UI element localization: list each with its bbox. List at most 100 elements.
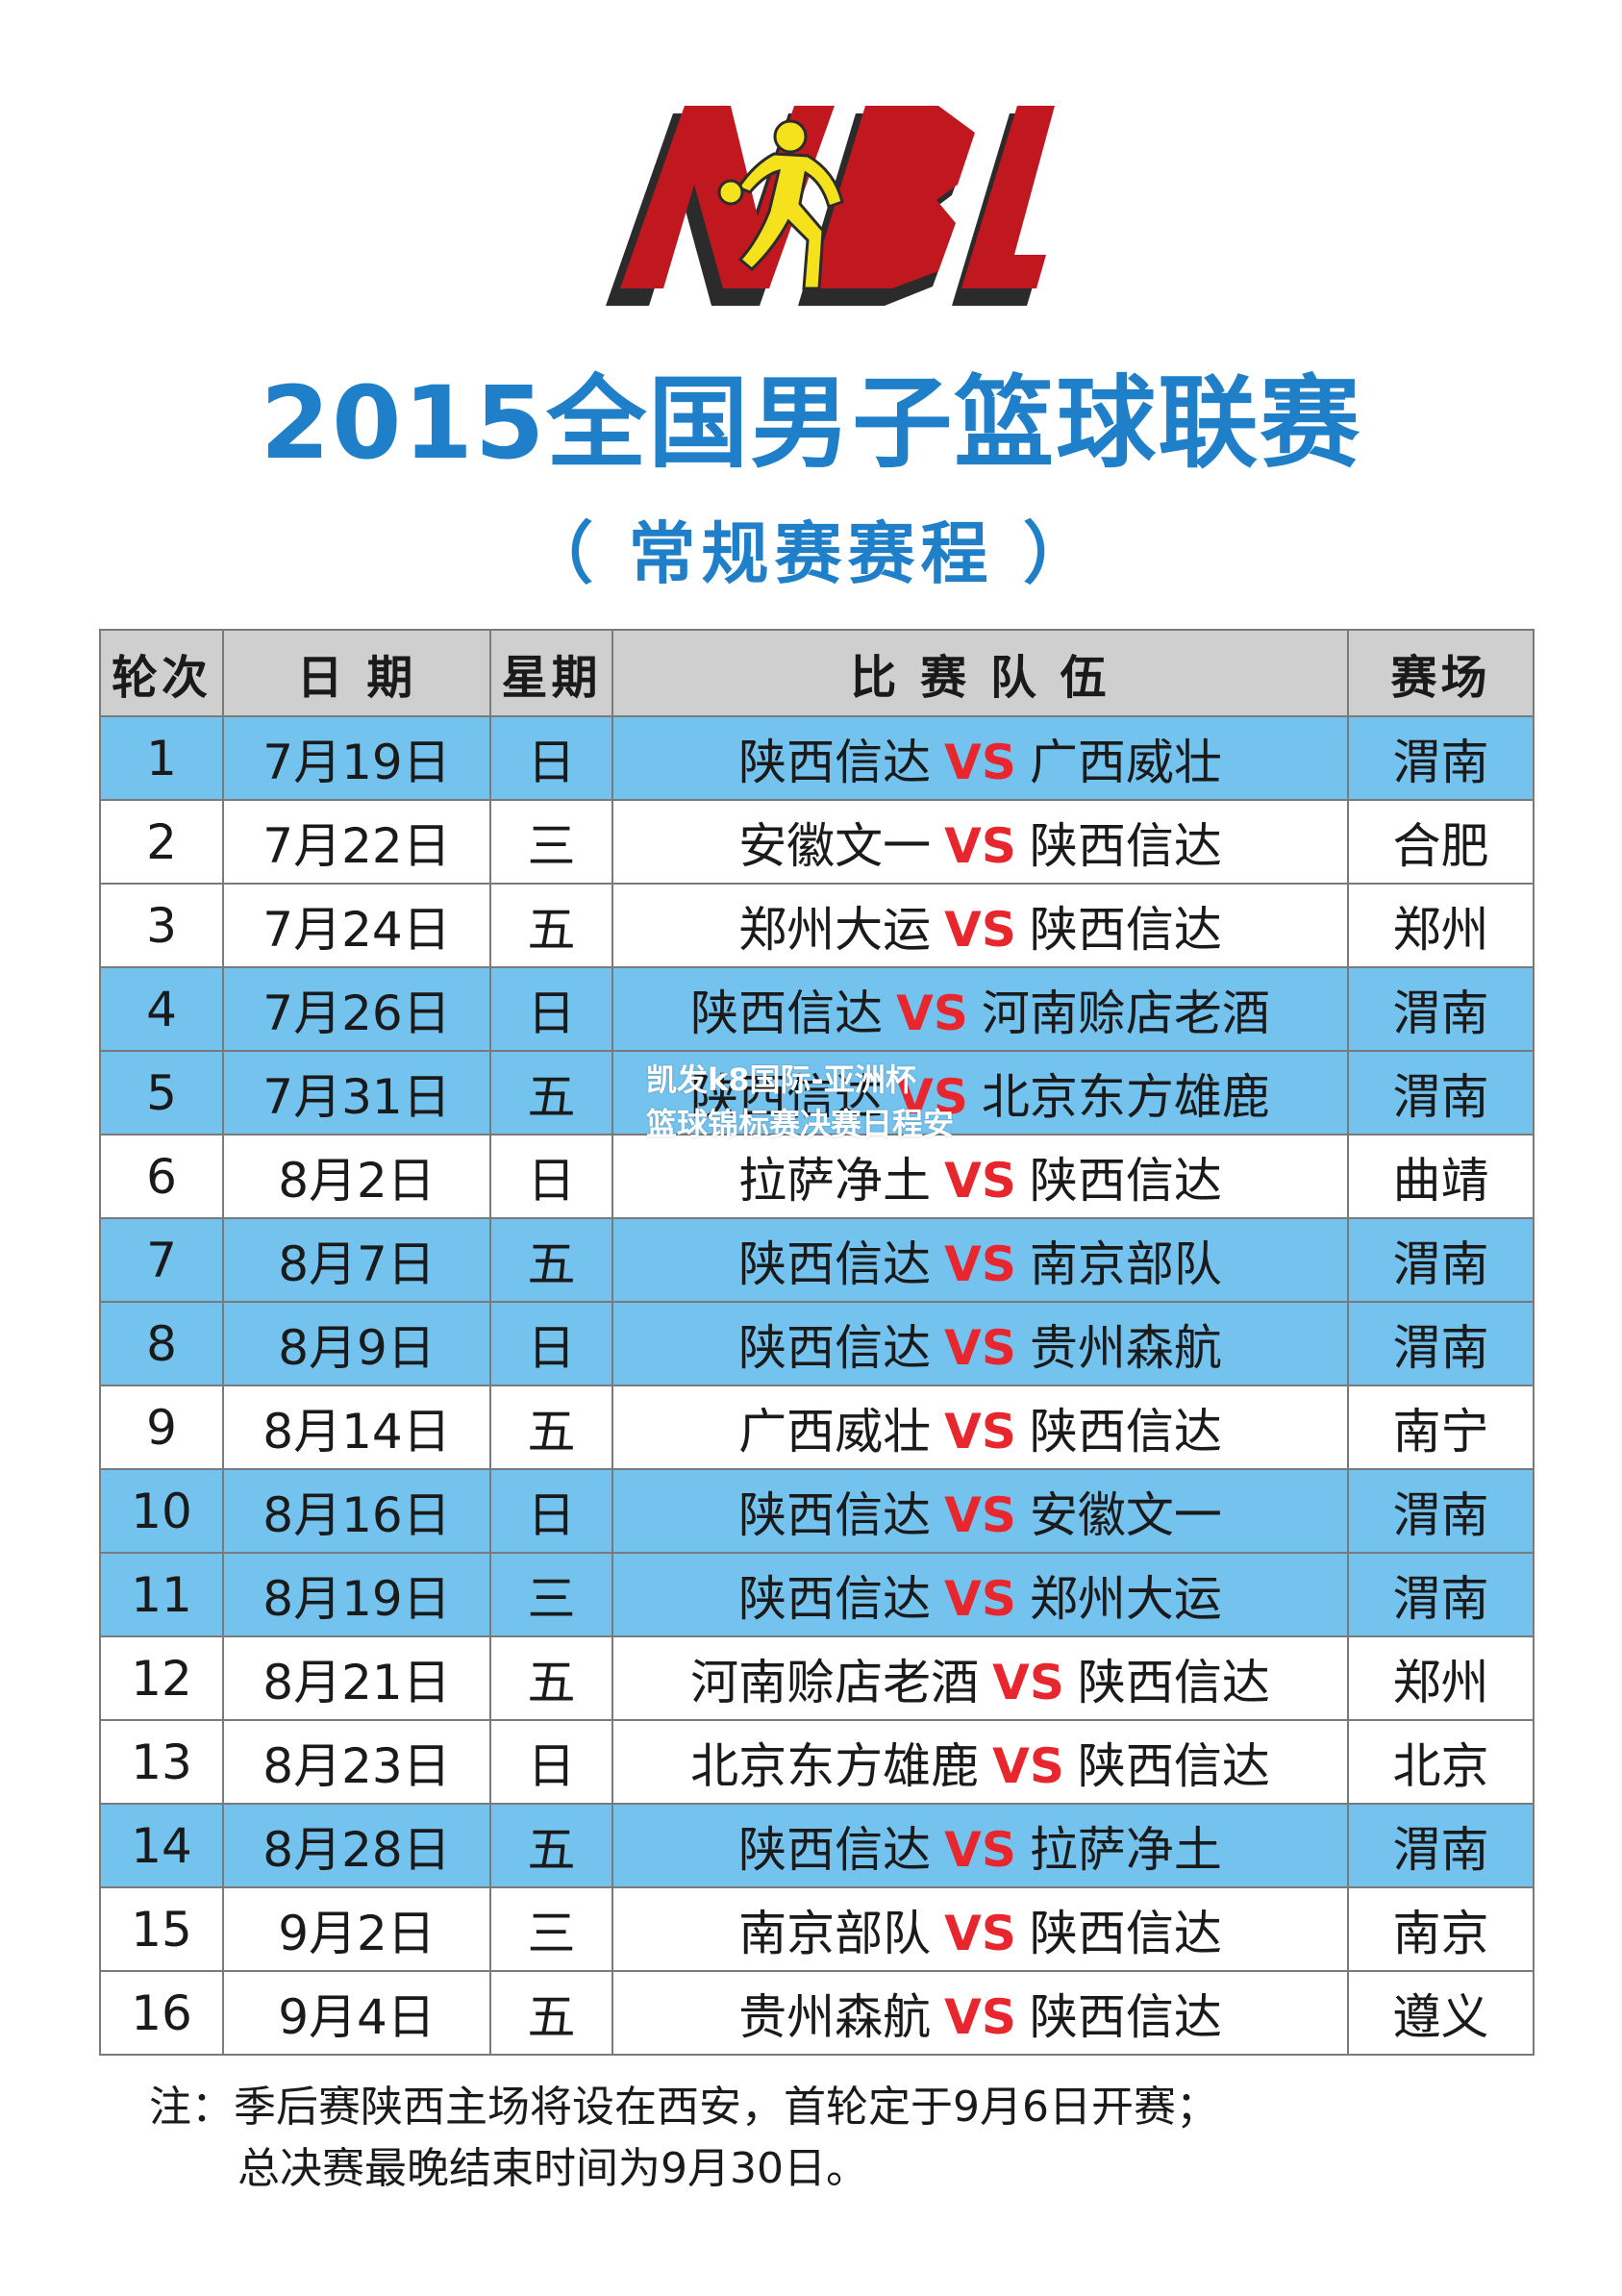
cell-weekday: 五 (489, 883, 613, 968)
cell-round: 6 (99, 1134, 224, 1219)
cell-date: 7月26日 (222, 966, 491, 1052)
cell-weekday: 五 (489, 1050, 613, 1136)
cell-venue: 渭南 (1347, 966, 1535, 1052)
cell-weekday: 五 (489, 1635, 613, 1721)
vs-label: VS (896, 985, 968, 1041)
table-row: 4 7月26日日陕西信达 VS 河南赊店老酒 渭南 (99, 966, 1535, 1052)
team-away: 陕西信达 (1077, 1654, 1270, 1710)
cell-weekday: 五 (489, 1803, 613, 1888)
cell-round: 3 (99, 883, 224, 968)
cell-date: 8月9日 (222, 1301, 491, 1386)
cell-weekday: 五 (489, 1970, 613, 2056)
vs-label: VS (944, 817, 1016, 874)
cell-venue: 曲靖 (1347, 1134, 1535, 1219)
cell-matchup: 安徽文一 VS 陕西信达 (611, 799, 1349, 885)
cell-venue: 合肥 (1347, 799, 1535, 885)
team-away: 南京部队 (1029, 1235, 1222, 1292)
cell-round: 4 (99, 966, 224, 1052)
cell-venue: 郑州 (1347, 883, 1535, 968)
cell-date: 7月24日 (222, 883, 491, 968)
team-home: 陕西信达 (738, 1570, 932, 1627)
cell-matchup: 陕西信达 VS 拉萨净土 (611, 1803, 1349, 1888)
cell-round: 9 (99, 1385, 224, 1470)
cell-venue: 渭南 (1347, 1050, 1535, 1136)
cell-round: 10 (99, 1468, 224, 1554)
cell-venue: 南宁 (1347, 1385, 1535, 1470)
team-away: 广西威壮 (1029, 734, 1222, 790)
column-header-round: 轮次 (99, 629, 224, 717)
vs-label: VS (944, 1570, 1016, 1627)
table-row: 5 7月31日五陕西信达 VS 北京东方雄鹿 渭南 (99, 1050, 1535, 1136)
table-row: 16 9月4日五贵州森航 VS 陕西信达 遵义 (99, 1970, 1535, 2056)
team-away: 拉萨净土 (1029, 1821, 1222, 1878)
team-home: 广西威壮 (738, 1403, 932, 1460)
cell-matchup: 北京东方雄鹿 VS 陕西信达 (611, 1719, 1349, 1805)
page-title: 2015全国男子篮球联赛 (260, 364, 1362, 482)
team-home: 河南赊店老酒 (690, 1654, 980, 1710)
team-home: 北京东方雄鹿 (690, 1737, 980, 1794)
cell-venue: 郑州 (1347, 1635, 1535, 1721)
cell-matchup: 陕西信达 VS 北京东方雄鹿 (611, 1050, 1349, 1136)
cell-weekday: 五 (489, 1385, 613, 1470)
cell-venue: 渭南 (1347, 1301, 1535, 1386)
cell-weekday: 三 (489, 1886, 613, 1972)
cell-round: 11 (99, 1552, 224, 1637)
vs-label: VS (944, 901, 1016, 958)
team-away: 贵州森航 (1029, 1319, 1222, 1376)
cell-venue: 渭南 (1347, 1468, 1535, 1554)
nbl-logo (577, 96, 1058, 317)
cell-round: 15 (99, 1886, 224, 1972)
team-away: 陕西信达 (1077, 1737, 1270, 1794)
table-row: 1 7月19日日陕西信达 VS 广西威壮 渭南 (99, 715, 1535, 801)
cell-weekday: 三 (489, 1552, 613, 1637)
team-home: 陕西信达 (690, 985, 884, 1041)
cell-round: 13 (99, 1719, 224, 1805)
cell-round: 1 (99, 715, 224, 801)
team-away: 陕西信达 (1029, 1403, 1222, 1460)
cell-date: 8月7日 (222, 1217, 491, 1303)
team-home: 陕西信达 (738, 734, 932, 790)
watermark-line1: 凯发k8国际-亚洲杯 (646, 1061, 916, 1098)
cell-date: 8月16日 (222, 1468, 491, 1554)
cell-round: 14 (99, 1803, 224, 1888)
table-row: 6 8月2日日拉萨净土 VS 陕西信达 曲靖 (99, 1134, 1535, 1219)
team-home: 安徽文一 (738, 817, 932, 874)
schedule-body: 1 7月19日日陕西信达 VS 广西威壮 渭南 2 7月22日三安徽文一 VS 陕西信达 合肥 3 7… (99, 715, 1535, 2056)
vs-label: VS (992, 1737, 1064, 1794)
vs-label: VS (944, 1319, 1016, 1376)
cell-round: 2 (99, 799, 224, 885)
footnote-line2: 总决赛最晚结束时间为9月30日。 (237, 2144, 868, 2193)
cell-matchup: 陕西信达 VS 广西威壮 (611, 715, 1349, 801)
team-home: 陕西信达 (690, 1068, 884, 1125)
cell-matchup: 南京部队 VS 陕西信达 (611, 1886, 1349, 1972)
cell-date: 8月19日 (222, 1552, 491, 1637)
schedule-table: 轮次 日 期 星期 比 赛 队 伍 赛场 1 7月19日日陕西信达 VS 广西威壮 渭南… (99, 629, 1535, 2056)
watermark: 凯发k8国际-亚洲杯 篮球锦标赛决赛日程安 (646, 1058, 992, 1146)
column-header-venue: 赛场 (1347, 629, 1535, 717)
cell-matchup: 陕西信达 VS 河南赊店老酒 (611, 966, 1349, 1052)
team-away: 河南赊店老酒 (981, 985, 1270, 1041)
cell-date: 8月14日 (222, 1385, 491, 1470)
cell-date: 7月19日 (222, 715, 491, 801)
team-away: 陕西信达 (1029, 1988, 1222, 2045)
cell-matchup: 河南赊店老酒 VS 陕西信达 (611, 1635, 1349, 1721)
cell-weekday: 日 (489, 1301, 613, 1386)
table-row: 9 8月14日五广西威壮 VS 陕西信达 南宁 (99, 1385, 1535, 1470)
cell-matchup: 贵州森航 VS 陕西信达 (611, 1970, 1349, 2056)
cell-date: 7月22日 (222, 799, 491, 885)
team-home: 陕西信达 (738, 1486, 932, 1543)
team-home: 陕西信达 (738, 1235, 932, 1292)
column-header-weekday: 星期 (489, 629, 613, 717)
team-home: 贵州森航 (738, 1988, 932, 2045)
vs-label: VS (944, 1905, 1016, 1961)
column-header-teams: 比 赛 队 伍 (611, 629, 1349, 717)
team-away: 北京东方雄鹿 (981, 1068, 1270, 1125)
team-home: 南京部队 (738, 1905, 932, 1961)
cell-venue: 南京 (1347, 1886, 1535, 1972)
cell-weekday: 三 (489, 799, 613, 885)
cell-venue: 遵义 (1347, 1970, 1535, 2056)
table-row: 13 8月23日日北京东方雄鹿 VS 陕西信达 北京 (99, 1719, 1535, 1805)
vs-label: VS (992, 1654, 1064, 1710)
cell-weekday: 日 (489, 1468, 613, 1554)
team-away: 陕西信达 (1029, 1905, 1222, 1961)
